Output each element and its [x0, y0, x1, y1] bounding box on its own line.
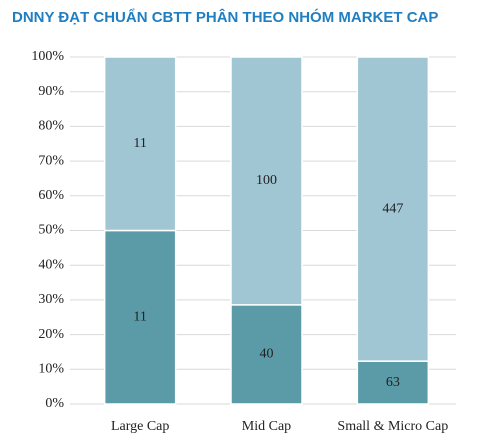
bar-segment [230, 56, 303, 306]
y-tick-label: 20% [38, 327, 64, 342]
y-tick-label: 0% [45, 396, 64, 411]
y-tick-label: 90% [38, 84, 64, 99]
y-tick-label: 50% [38, 223, 64, 238]
x-tick-label: Mid Cap [242, 419, 291, 434]
bar-segment [356, 56, 430, 362]
x-tick-label: Small & Micro Cap [337, 419, 448, 434]
y-tick-label: 100% [31, 49, 64, 64]
y-tick-label: 40% [38, 257, 64, 272]
data-label: 11 [133, 136, 146, 151]
chart-title: DNNY ĐẠT CHUẨN CBTT PHÂN THEO NHÓM MARKE… [12, 8, 438, 26]
bar-segment [356, 360, 430, 405]
y-tick-label: 10% [38, 362, 64, 377]
y-tick-label: 70% [38, 153, 64, 168]
data-label: 447 [382, 201, 403, 216]
bar-segment [230, 304, 303, 405]
data-label: 40 [260, 347, 274, 362]
x-tick-label: Large Cap [111, 419, 169, 434]
bar-segment [103, 229, 177, 405]
y-tick-label: 80% [38, 119, 64, 134]
y-tick-label: 60% [38, 188, 64, 203]
data-label: 63 [386, 375, 400, 390]
bar-segment [103, 56, 177, 232]
data-label: 100 [256, 173, 277, 188]
data-label: 11 [133, 309, 146, 324]
y-tick-label: 30% [38, 292, 64, 307]
